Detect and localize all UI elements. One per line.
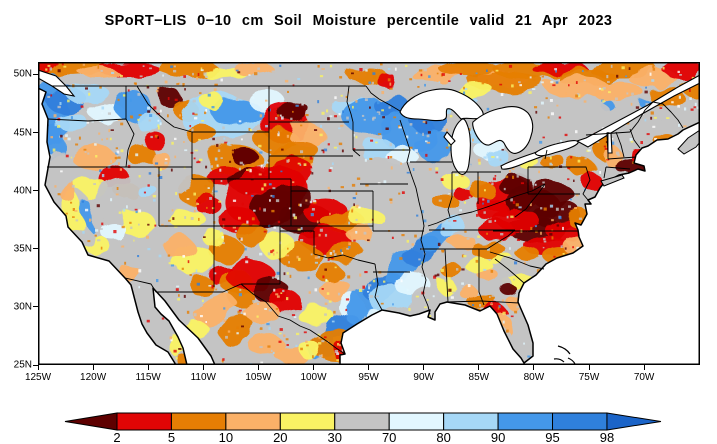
colorbar-label: 80 bbox=[436, 430, 451, 444]
lat-tick bbox=[33, 248, 38, 250]
colorbar bbox=[64, 412, 662, 431]
lon-tick bbox=[92, 365, 94, 370]
colorbar-label: 90 bbox=[490, 430, 506, 444]
lat-tick-label: 50N bbox=[13, 68, 32, 80]
colorbar-label: 20 bbox=[273, 430, 288, 444]
lon-tick bbox=[478, 365, 480, 370]
lon-tick-label: 85W bbox=[468, 372, 490, 383]
lon-tick bbox=[643, 365, 645, 370]
lon-tick-label: 95W bbox=[358, 372, 379, 383]
lon-tick-label: 90W bbox=[413, 372, 434, 383]
lat-tick-label: 40N bbox=[13, 185, 32, 197]
lon-tick-label: 100W bbox=[300, 372, 327, 383]
lat-tick bbox=[33, 132, 38, 134]
lon-tick bbox=[423, 365, 425, 370]
lon-tick bbox=[533, 365, 535, 370]
lon-tick-label: 125W bbox=[24, 372, 52, 383]
lon-tick-label: 80W bbox=[523, 372, 545, 383]
lon-tick bbox=[313, 365, 314, 370]
lat-tick bbox=[33, 190, 38, 192]
lon-tick-label: 115W bbox=[135, 372, 161, 383]
lon-tick bbox=[588, 365, 590, 370]
lat-tick-label: 45N bbox=[13, 127, 32, 139]
lon-tick bbox=[37, 365, 39, 370]
map-frame bbox=[38, 62, 700, 365]
lon-tick-label: 105W bbox=[245, 372, 272, 383]
colorbar-label: 98 bbox=[599, 430, 615, 444]
chart-title: SPoRT−LIS 0−10 cm Soil Moisture percenti… bbox=[104, 13, 613, 29]
lat-tick-label: 35N bbox=[13, 243, 32, 255]
lon-tick-label: 110W bbox=[190, 372, 216, 383]
colorbar-label: 2 bbox=[113, 430, 121, 444]
bahamas-outline bbox=[553, 345, 576, 365]
lon-tick-label: 75W bbox=[578, 372, 600, 383]
colorbar-label: 30 bbox=[327, 430, 342, 444]
colorbar-label: 5 bbox=[167, 430, 176, 444]
map-canvas bbox=[37, 61, 701, 366]
us-soil-moisture-map bbox=[37, 61, 701, 366]
lon-tick bbox=[147, 365, 149, 370]
lat-tick-label: 25N bbox=[13, 359, 32, 371]
colorbar-label: 10 bbox=[218, 430, 234, 444]
long-island bbox=[600, 174, 625, 187]
lon-tick bbox=[202, 365, 204, 370]
lon-tick bbox=[257, 365, 259, 370]
lon-tick bbox=[368, 365, 370, 370]
lat-tick bbox=[33, 364, 38, 366]
lon-tick-label: 120W bbox=[80, 372, 107, 383]
lat-tick bbox=[33, 306, 38, 308]
lat-tick bbox=[33, 73, 38, 75]
colorbar-label: 95 bbox=[545, 430, 560, 444]
state-borders bbox=[47, 85, 684, 355]
colorbar-label: 70 bbox=[381, 430, 397, 444]
lat-tick-label: 30N bbox=[13, 301, 32, 313]
lon-tick-label: 70W bbox=[633, 372, 655, 383]
